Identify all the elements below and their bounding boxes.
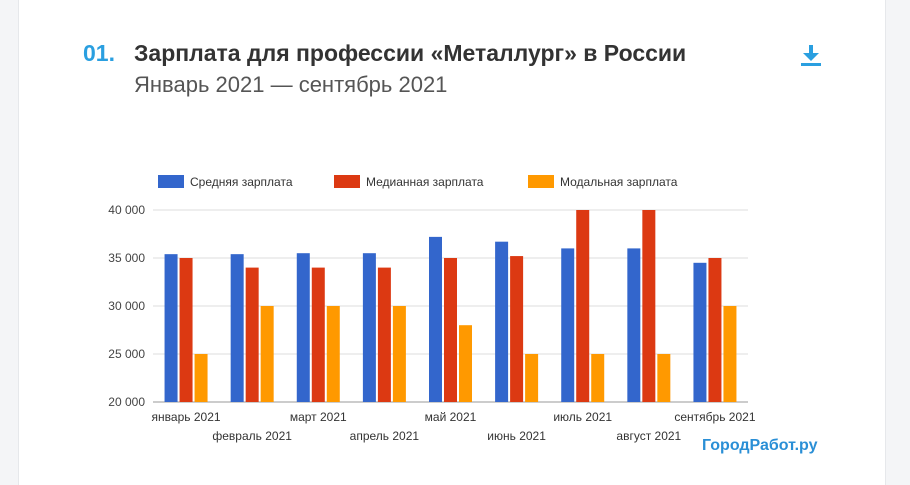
download-icon[interactable] — [799, 42, 823, 68]
legend-label: Средняя зарплата — [190, 175, 293, 189]
x-tick-label: апрель 2021 — [350, 429, 420, 443]
bar — [230, 254, 244, 402]
y-tick-label: 25 000 — [108, 347, 145, 361]
bar — [444, 258, 457, 402]
bar — [561, 248, 575, 402]
bar — [296, 253, 310, 402]
chart-title: Зарплата для профессии «Металлург» в Рос… — [134, 40, 687, 66]
bar — [591, 354, 605, 402]
bar — [377, 267, 391, 402]
legend-swatch — [334, 175, 360, 188]
bar — [627, 248, 641, 402]
x-tick-label: июль 2021 — [553, 410, 612, 424]
bar — [642, 210, 656, 402]
bar — [708, 258, 722, 402]
legend-swatch — [158, 175, 184, 188]
x-tick-label: январь 2021 — [152, 410, 221, 424]
x-tick-label: май 2021 — [425, 410, 477, 424]
x-tick-label: март 2021 — [290, 410, 347, 424]
brand-logo: ГородРабот.ру — [702, 437, 818, 454]
bar — [459, 325, 472, 402]
bar — [311, 267, 325, 402]
bar — [495, 241, 509, 402]
bar — [194, 354, 208, 402]
y-tick-label: 35 000 — [108, 251, 145, 265]
y-tick-label: 40 000 — [108, 203, 145, 217]
bar — [510, 256, 524, 402]
bar — [576, 210, 590, 402]
x-tick-label: июнь 2021 — [487, 429, 546, 443]
legend-label: Модальная зарплата — [560, 175, 678, 189]
legend-label: Медианная зарплата — [366, 175, 484, 189]
bar — [693, 262, 707, 402]
bar — [525, 354, 539, 402]
bar — [429, 236, 442, 402]
chart-header: 01. Зарплата для профессии «Металлург» в… — [83, 40, 843, 110]
bar — [392, 306, 406, 402]
x-tick-label: февраль 2021 — [212, 429, 292, 443]
chart-subtitle: Январь 2021 — сентябрь 2021 — [134, 72, 448, 97]
chart-card: 01. Зарплата для профессии «Металлург» в… — [18, 0, 886, 485]
x-tick-label: сентябрь 2021 — [674, 410, 755, 424]
bar — [326, 306, 340, 402]
legend-swatch — [528, 175, 554, 188]
bar — [362, 253, 376, 402]
bar — [164, 254, 178, 402]
bar — [260, 306, 274, 402]
bar — [723, 306, 737, 402]
bar — [657, 354, 671, 402]
y-tick-label: 30 000 — [108, 299, 145, 313]
bar — [245, 267, 259, 402]
y-tick-label: 20 000 — [108, 395, 145, 409]
bar — [179, 258, 193, 402]
x-tick-label: август 2021 — [616, 429, 681, 443]
chart-number: 01. — [83, 40, 115, 66]
